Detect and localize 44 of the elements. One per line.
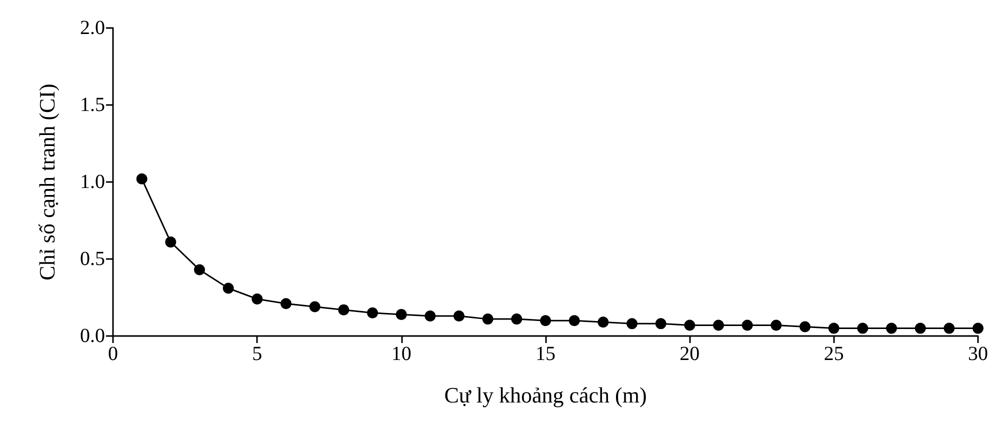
x-axis-title: Cự ly khoảng cách (m) <box>444 382 647 408</box>
point <box>828 322 840 334</box>
y-tick-label: 1.0 <box>80 171 105 193</box>
y-axis-title: Chỉ số cạnh tranh (CI) <box>34 84 60 280</box>
point <box>568 315 580 326</box>
point <box>598 316 609 328</box>
point <box>367 307 378 318</box>
point <box>770 320 782 331</box>
point <box>136 173 148 184</box>
point <box>280 298 292 310</box>
x-tick-label: 5 <box>252 343 262 365</box>
point <box>886 322 897 334</box>
x-tick-label: 0 <box>108 343 118 365</box>
y-tick-label: 2.0 <box>80 17 105 39</box>
x-tick-label: 15 <box>536 343 556 365</box>
point <box>338 304 350 316</box>
point <box>396 308 407 320</box>
point <box>626 318 638 330</box>
point <box>482 314 494 325</box>
point <box>165 236 176 248</box>
point <box>742 320 753 331</box>
point <box>713 320 724 331</box>
point <box>944 322 955 334</box>
point <box>309 301 320 312</box>
point <box>684 320 696 331</box>
point <box>222 282 234 294</box>
point <box>914 322 926 334</box>
y-tick-label: 0.0 <box>80 325 105 347</box>
x-tick-label: 20 <box>680 343 700 365</box>
x-tick-label: 10 <box>391 343 412 365</box>
point <box>857 322 868 334</box>
x-tick-label: 30 <box>968 343 988 365</box>
point <box>655 318 666 330</box>
point <box>194 264 205 276</box>
point <box>511 314 522 325</box>
point <box>424 310 436 322</box>
x-tick-label: 25 <box>824 343 844 365</box>
point <box>972 322 984 334</box>
y-tick-label: 0.5 <box>80 248 105 270</box>
point <box>800 321 810 332</box>
point <box>252 294 263 305</box>
y-tick-label: 1.5 <box>80 94 105 116</box>
point <box>540 315 551 326</box>
point <box>454 310 464 322</box>
